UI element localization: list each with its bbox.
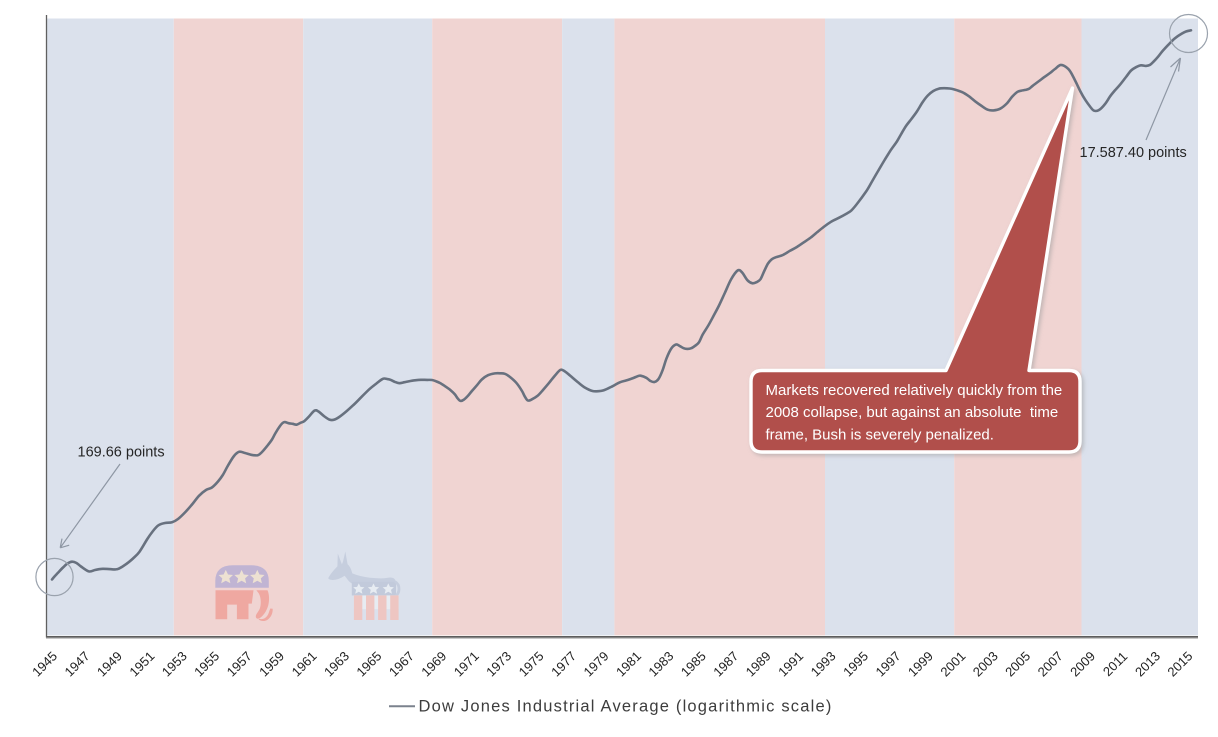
svg-text:Markets recovered relatively q: Markets recovered relatively quickly fro… <box>766 382 1063 399</box>
svg-text:2008 collapse, but against an: 2008 collapse, but against an absolute t… <box>766 404 1059 421</box>
svg-text:169.66 points: 169.66 points <box>78 445 165 461</box>
svg-text:17.587.40 points: 17.587.40 points <box>1080 145 1187 161</box>
svg-text:Dow Jones Industrial Average (: Dow Jones Industrial Average (logarithmi… <box>419 698 833 716</box>
svg-text:frame, Bush is severely penali: frame, Bush is severely penalized. <box>766 426 994 443</box>
